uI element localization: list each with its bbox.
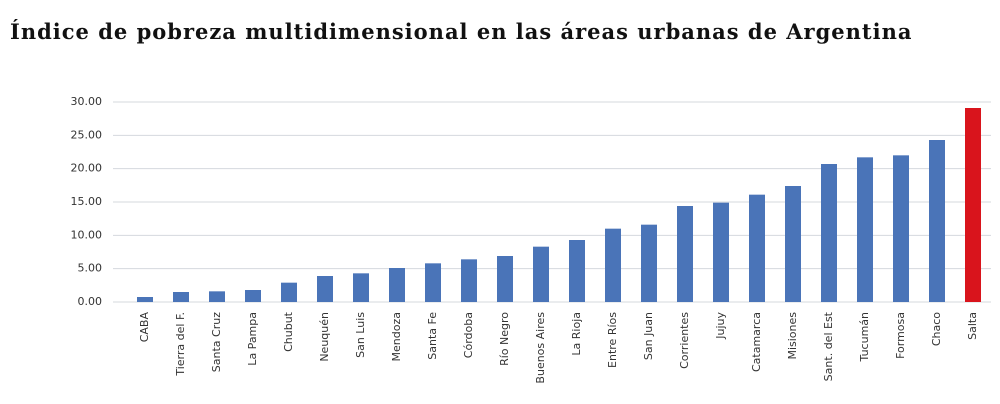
bar [173,292,189,302]
x-tick-label: La Pampa [246,312,259,366]
x-tick-label: Chaco [930,312,943,346]
bar [785,186,801,302]
bar [461,259,477,302]
y-tick-label: 20.00 [71,162,103,175]
bar [317,276,333,302]
bar [605,228,621,302]
x-tick-label: Buenos Aires [534,312,547,384]
x-tick-label: Río Negro [498,312,511,366]
bar [209,291,225,302]
x-tick-label: Sant. del Est [822,311,835,381]
x-tick-label: Santa Cruz [210,312,223,372]
bar [569,240,585,302]
x-tick-label: Catamarca [750,312,763,372]
x-tick-label: Chubut [282,311,295,352]
x-tick-label: Salta [966,312,979,340]
bar [713,202,729,302]
x-tick-label: San Juan [642,312,655,360]
y-tick-label: 15.00 [71,195,103,208]
bar [425,263,441,302]
bar [389,268,405,302]
y-tick-label: 30.00 [71,95,103,108]
bar [497,256,513,302]
x-tick-label: Neuquén [318,312,331,362]
bar [353,273,369,302]
bar [749,194,765,302]
bar [245,290,261,302]
bar [821,164,837,302]
bar [893,155,909,302]
y-tick-label: 5.00 [78,262,103,275]
y-tick-label: 25.00 [71,128,103,141]
bar [965,108,981,302]
x-tick-label: Santa Fe [426,312,439,360]
x-tick-label: La Rioja [570,312,583,356]
bar [533,246,549,302]
bar [137,297,153,302]
x-tick-label: San Luis [354,312,367,358]
y-tick-label: 0.00 [78,295,103,308]
x-tick-label: Jujuy [714,312,727,340]
x-tick-label: Tierra del F. [174,312,187,377]
x-tick-label: Mendoza [390,312,403,361]
x-tick-label: Entre Ríos [606,312,619,368]
x-tick-label: Formosa [894,312,907,359]
bar [281,282,297,302]
x-tick-label: Corrientes [678,312,691,369]
bar [677,206,693,302]
bar [857,157,873,302]
x-tick-label: Tucumán [858,312,871,362]
x-tick-label: Córdoba [462,312,475,358]
chart-title: Índice de pobreza multidimensional en la… [10,19,913,44]
y-tick-label: 10.00 [71,228,103,241]
bar [641,224,657,302]
x-tick-label: CABA [138,312,151,343]
x-tick-label: Misiones [786,312,799,360]
bar [929,140,945,302]
